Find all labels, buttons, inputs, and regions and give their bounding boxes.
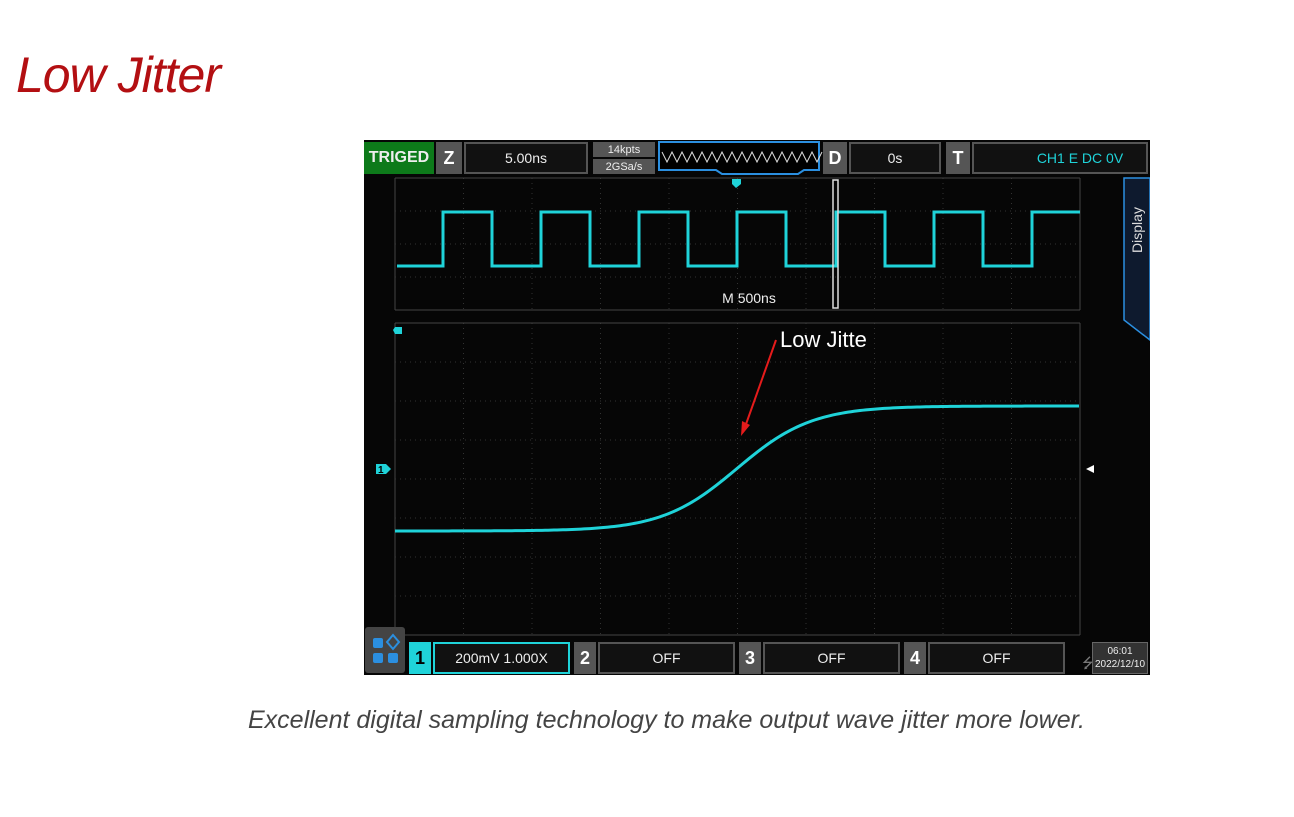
channel1-offset-marker <box>376 464 391 474</box>
scope-graphics: 1 ⭍ <box>365 141 1150 673</box>
timebase-field[interactable]: 5.00ns <box>464 142 588 174</box>
channel-3-field[interactable]: OFF <box>763 642 900 674</box>
trigger-label: T <box>946 142 970 174</box>
delay-label: D <box>823 142 847 174</box>
memory-depth: 14kpts <box>593 142 655 157</box>
page-title: Low Jitter <box>16 47 221 103</box>
waveform-overview-zigzag <box>661 150 823 164</box>
channel-4-field[interactable]: OFF <box>928 642 1065 674</box>
channel-2-field[interactable]: OFF <box>598 642 735 674</box>
channel-2-label[interactable]: 2 <box>574 642 596 674</box>
channel-3-label[interactable]: 3 <box>739 642 761 674</box>
channel-1-label[interactable]: 1 <box>409 642 431 674</box>
trigger-level-arrow-icon <box>1086 465 1094 473</box>
delay-field[interactable]: 0s <box>849 142 941 174</box>
overview-window-marker <box>832 179 839 309</box>
display-side-tab-bg <box>1123 177 1150 341</box>
sample-rate: 2GSa/s <box>593 159 655 174</box>
usb-icon: ⭍ <box>1082 655 1094 671</box>
channel-4-label[interactable]: 4 <box>904 642 926 674</box>
trigger-position-marker <box>732 179 741 188</box>
timebase-label: Z <box>436 142 462 174</box>
svg-text:1: 1 <box>378 465 384 476</box>
annotation-arrow <box>744 339 777 428</box>
main-grid <box>394 322 1081 636</box>
oscilloscope-screen: 1 ⭍ TRIGED Z 5.00ns 14kpts 2GSa/s D 0s T… <box>364 140 1150 675</box>
menu-button-bg <box>365 627 405 673</box>
trigger-status: TRIGED <box>364 142 434 174</box>
overview-timebase: M 500ns <box>722 290 776 306</box>
display-side-tab[interactable]: Display <box>1129 207 1145 253</box>
caption: Excellent digital sampling technology to… <box>248 706 1085 734</box>
clock-time: 06:01 <box>1107 646 1133 657</box>
annotation-label: Low Jitte <box>780 327 867 352</box>
clock: 06:01 2022/12/10 <box>1092 642 1148 674</box>
main-trace <box>394 404 1080 533</box>
channel-1-field[interactable]: 200mV 1.000X <box>433 642 570 674</box>
clock-date: 2022/12/10 <box>1094 659 1146 670</box>
trigger-field[interactable]: CH1 E DC 0V <box>972 142 1148 174</box>
overview-trace <box>397 210 1080 268</box>
trigger-marker-main <box>393 327 402 334</box>
